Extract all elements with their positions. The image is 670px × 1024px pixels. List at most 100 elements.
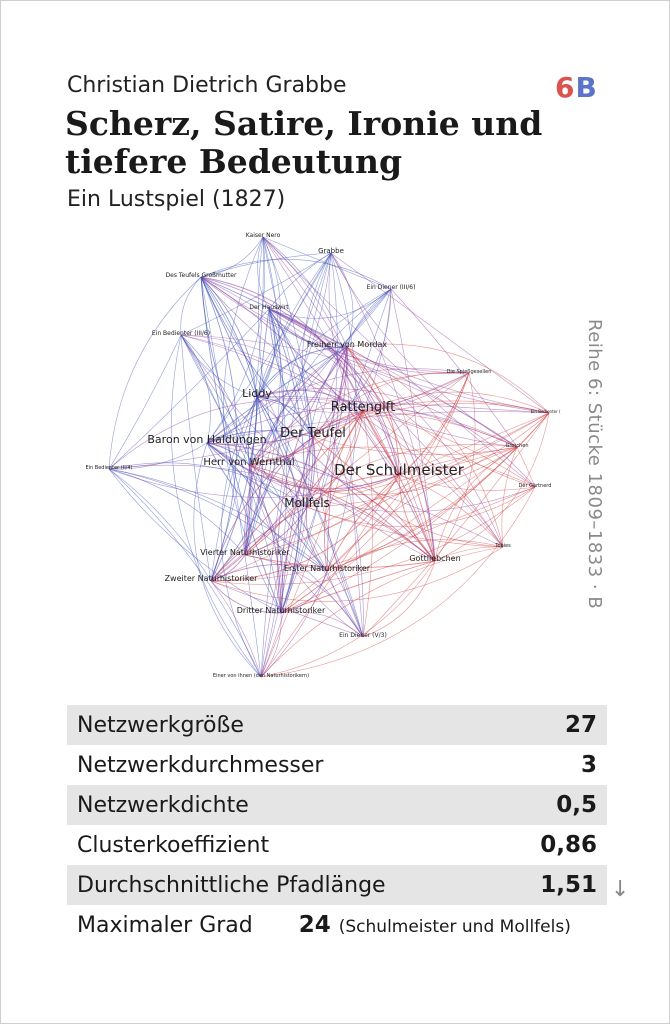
network-edge <box>262 236 436 562</box>
stat-row-density: Netzwerkdichte 0,5 <box>67 785 607 825</box>
network-edge <box>330 252 550 414</box>
network-edge <box>210 564 328 582</box>
stat-label: Durchschnittliche Pfadlänge <box>77 872 386 898</box>
network-edge <box>330 252 436 562</box>
network-edge <box>260 560 436 678</box>
network-edge <box>210 436 314 582</box>
node-label: Der Schulmeister <box>334 461 465 479</box>
network-edge <box>362 410 518 448</box>
network-edge <box>312 436 504 548</box>
node-label: Die Spießgesellen <box>447 369 492 375</box>
network-edge <box>256 252 332 398</box>
network-edge <box>206 368 470 444</box>
stat-value: 0,5 <box>556 792 597 818</box>
network-edge <box>108 468 262 678</box>
network-edge <box>244 236 281 556</box>
node-label: Grabbe <box>318 247 344 255</box>
network-edge <box>434 446 518 562</box>
network-edge <box>362 288 392 412</box>
network-edge <box>206 430 314 444</box>
stat-label: Netzwerkgröße <box>77 712 244 738</box>
network-edge <box>260 506 308 678</box>
node-label: Ein Diener (V/3) <box>339 632 387 639</box>
network-edge <box>108 334 182 470</box>
network-edge <box>180 334 282 614</box>
stat-value: 24 (Schulmeister und Mollfels) <box>299 912 571 938</box>
stat-label: Netzwerkdichte <box>77 792 249 818</box>
stat-row-cluster: Clusterkoeffizient 0,86 <box>67 825 607 865</box>
network-edge <box>200 276 262 678</box>
network-labels: Kaiser Nero Grabbe Des Teufels Großmutter E… <box>85 232 561 679</box>
stats-table: Netzwerkgröße 27 Netzwerkdurchmesser 3 N… <box>67 705 607 945</box>
network-edge <box>108 464 436 562</box>
network-edge <box>260 308 287 678</box>
network-edge <box>210 396 258 582</box>
author: Christian Dietrich Grabbe <box>67 73 347 98</box>
network-edge <box>326 570 364 638</box>
node-label: Zweiter Naturhistoriker <box>165 574 259 583</box>
network-graph: Kaiser Nero Grabbe Des Teufels Großmutter E… <box>85 232 561 679</box>
node-label: Herr von Wernthal <box>203 457 294 468</box>
node-label: Gottliebchen <box>409 554 460 563</box>
node-label: Erster Naturhistoriker <box>284 564 371 573</box>
network-edge <box>108 468 282 614</box>
stat-row-path: Durchschnittliche Pfadlänge 1,51 <box>67 865 607 905</box>
network-edge <box>200 276 238 582</box>
network-edge <box>244 346 348 556</box>
network-edge <box>200 276 504 548</box>
network-edge <box>256 388 536 488</box>
network-edge <box>328 252 400 476</box>
network-edge <box>256 396 550 414</box>
node-label: Ein Diener (III/6) <box>367 284 416 291</box>
network-edge <box>280 539 504 614</box>
network-edge <box>248 464 364 638</box>
network-edge <box>193 442 262 678</box>
network-edge <box>108 468 328 572</box>
badge-number: 6 <box>555 71 576 104</box>
node-label: Ein Bedienter (I/3) <box>531 409 561 414</box>
network-edge <box>362 410 373 638</box>
network-edge <box>180 334 518 448</box>
network-edge <box>516 446 536 488</box>
network-edge <box>326 486 536 572</box>
network-edge <box>206 442 284 614</box>
network-edge <box>210 580 262 678</box>
network-edge <box>362 410 436 562</box>
stat-value: 27 <box>564 712 597 738</box>
network-edge <box>326 372 470 572</box>
network-edge <box>268 308 470 374</box>
network-edge <box>256 346 348 398</box>
network-edge <box>210 474 400 582</box>
network-edge <box>210 346 348 582</box>
network-edge <box>312 403 550 438</box>
node-label: Liddy <box>242 387 272 400</box>
stat-label: Clusterkoeffizient <box>77 832 270 858</box>
network-edge <box>398 474 436 562</box>
network-edge <box>210 506 308 582</box>
network-edge <box>108 468 246 556</box>
stat-row-degree: Maximaler Grad 24 (Schulmeister und Mollf… <box>67 905 607 945</box>
network-edge <box>362 410 504 548</box>
network-edge <box>256 396 364 638</box>
network-edge <box>244 554 364 638</box>
network-edge <box>200 252 332 278</box>
network-edge <box>260 612 282 678</box>
network-edge <box>346 346 504 548</box>
network-edge <box>306 346 348 508</box>
network-edge <box>180 334 250 466</box>
network-edge <box>180 334 364 638</box>
network-edge <box>244 444 518 556</box>
stat-label: Netzwerkdurchmesser <box>77 752 324 778</box>
network-edge <box>346 346 536 488</box>
network-edge <box>312 436 364 638</box>
network-edge <box>434 546 504 562</box>
network-edge <box>398 474 504 548</box>
arrow-down-icon: ↓ <box>611 877 630 902</box>
network-edge <box>210 446 518 582</box>
network-edge <box>306 474 400 508</box>
network-edge <box>248 400 550 466</box>
node-label: Ein Bedienter (II/4) <box>85 465 132 471</box>
network-edge <box>108 276 202 470</box>
network-edge <box>280 611 364 638</box>
